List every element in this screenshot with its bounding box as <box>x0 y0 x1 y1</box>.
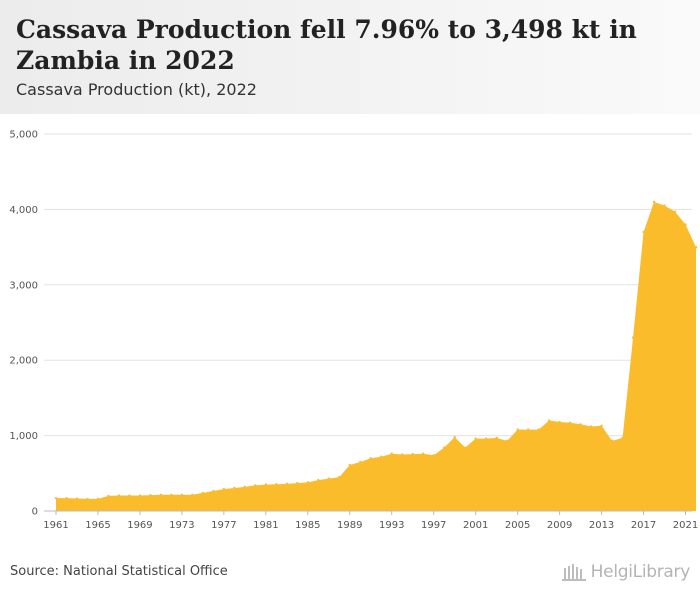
data-point <box>149 493 152 497</box>
data-point <box>180 493 184 496</box>
y-tick-label: 4,000 <box>9 205 38 216</box>
data-point <box>495 436 498 440</box>
chart-subtitle: Cassava Production (kt), 2022 <box>16 80 257 99</box>
data-point <box>474 437 477 440</box>
data-point <box>254 484 257 487</box>
data-point <box>212 489 215 493</box>
data-point <box>547 419 551 422</box>
logo-text: HelgiLibrary <box>590 562 691 582</box>
source-note: Source: National Statistical Office <box>10 564 228 579</box>
data-point <box>96 497 100 501</box>
data-point <box>348 463 351 467</box>
data-point <box>233 486 236 490</box>
data-point <box>128 494 131 497</box>
data-point <box>317 478 320 482</box>
x-axis-ticks: 1961 1965 1969 1973 1977 1981 1985 1989 1993 1997… <box>43 511 698 531</box>
data-point <box>684 223 687 226</box>
x-tick-label: 2005 <box>505 520 530 531</box>
grid-lines <box>44 133 692 437</box>
data-point <box>191 493 194 496</box>
x-tick-label: 1993 <box>379 520 404 531</box>
data-point <box>526 428 530 431</box>
x-tick-label: 2001 <box>463 520 488 531</box>
data-point <box>54 496 58 500</box>
y-tick-label: 2,000 <box>9 356 38 367</box>
data-point <box>285 482 289 486</box>
x-tick-label: 1981 <box>253 520 278 531</box>
data-point <box>600 424 603 427</box>
data-point <box>75 497 79 500</box>
data-point <box>275 483 278 486</box>
data-point <box>117 494 121 497</box>
data-point <box>411 452 414 456</box>
chart-title: Cassava Production fell 7.96% to 3,498 k… <box>16 15 637 75</box>
data-point <box>537 428 540 431</box>
data-point <box>631 336 635 339</box>
chart-header: Cassava Production fell 7.96% to 3,498 k… <box>0 0 700 114</box>
data-point <box>264 483 268 486</box>
y-axis-ticks: 0 1,000 2,000 3,000 4,000 5,000 <box>9 130 38 518</box>
data-point <box>516 428 519 431</box>
data-point <box>86 497 89 501</box>
x-tick-label: 1985 <box>295 520 320 531</box>
data-point <box>621 436 624 440</box>
data-point <box>338 475 341 479</box>
x-tick-label: 1969 <box>127 520 152 531</box>
data-point <box>484 437 488 440</box>
data-point <box>568 421 572 424</box>
data-point <box>380 455 383 458</box>
helgi-library-logo[interactable]: HelgiLibrary <box>561 561 690 583</box>
x-tick-label: 1973 <box>169 520 194 531</box>
data-point <box>170 493 173 496</box>
data-point <box>359 460 362 464</box>
x-tick-label: 1977 <box>211 520 236 531</box>
data-point <box>369 457 372 460</box>
y-tick-label: 5,000 <box>9 130 38 141</box>
data-point <box>306 481 310 484</box>
x-tick-label: 2009 <box>547 520 572 531</box>
x-tick-label: 1961 <box>43 520 68 531</box>
data-point <box>432 454 435 457</box>
data-point <box>663 204 666 207</box>
data-point <box>401 453 404 456</box>
y-tick-label: 3,000 <box>9 280 38 291</box>
data-point <box>579 423 582 426</box>
x-tick-label: 1965 <box>85 520 110 531</box>
data-point <box>327 477 330 480</box>
x-tick-label: 2021 <box>673 520 698 531</box>
data-point <box>201 491 205 495</box>
x-tick-label: 1997 <box>421 520 446 531</box>
production-area <box>56 201 696 512</box>
x-tick-label: 1989 <box>337 520 362 531</box>
y-tick-label: 1,000 <box>9 431 38 442</box>
data-point <box>558 420 561 424</box>
data-point <box>652 200 656 204</box>
data-point <box>390 452 393 455</box>
data-point <box>505 439 509 443</box>
data-point <box>138 494 142 497</box>
x-tick-label: 2013 <box>589 520 614 531</box>
data-point <box>673 210 677 213</box>
data-point <box>589 425 593 428</box>
data-point <box>296 481 299 485</box>
data-point <box>243 485 247 489</box>
data-point <box>222 487 226 491</box>
data-point <box>422 452 425 455</box>
data-point <box>453 435 456 439</box>
x-tick-label: 2017 <box>631 520 656 531</box>
y-tick-label: 0 <box>32 507 38 518</box>
data-point <box>463 446 467 449</box>
data-point <box>65 496 68 500</box>
data-point <box>442 446 446 449</box>
area-series <box>54 200 698 512</box>
library-building-icon <box>561 564 586 581</box>
data-point <box>159 493 163 496</box>
data-point <box>694 246 698 249</box>
data-point <box>107 494 110 498</box>
data-point <box>642 230 645 234</box>
data-point <box>610 439 614 443</box>
